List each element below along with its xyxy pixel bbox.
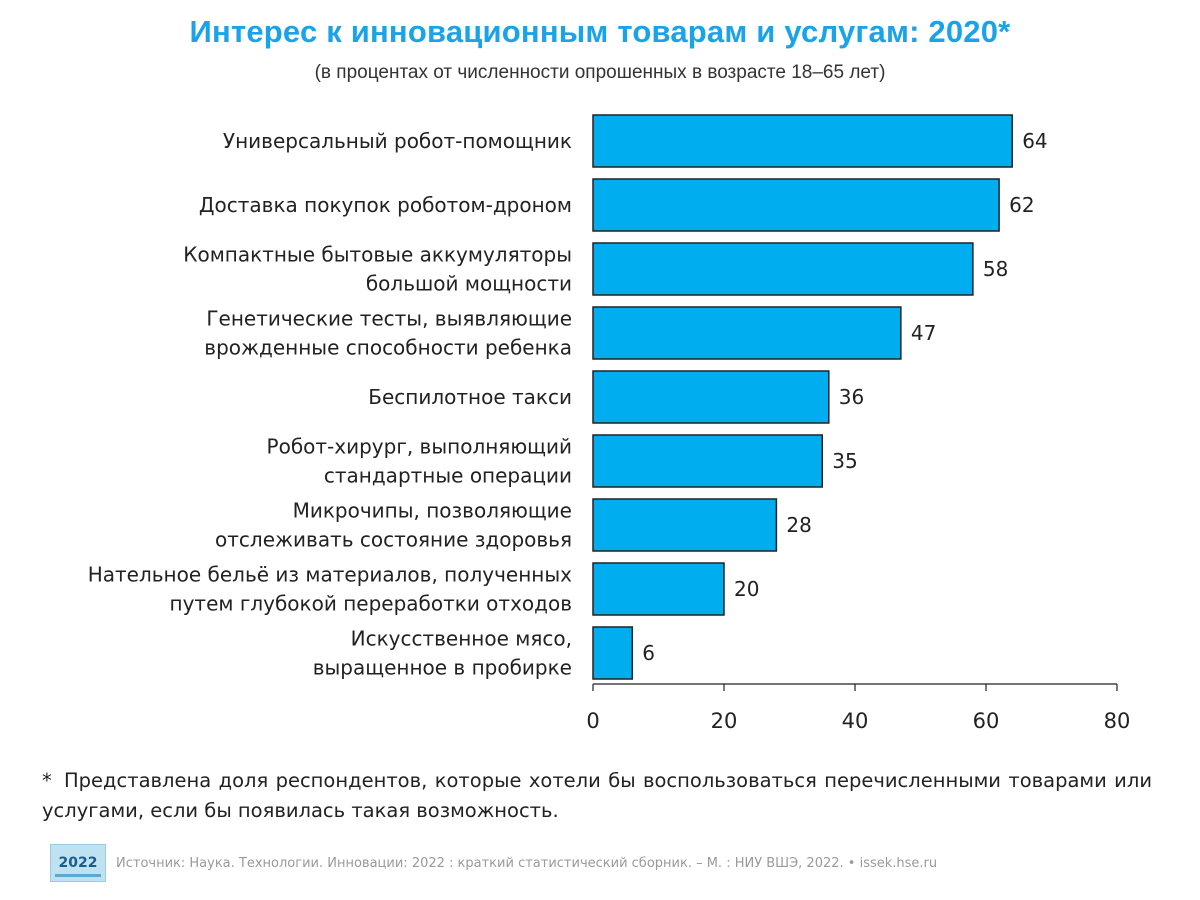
chart-title: Интерес к инновационным товарам и услуга… xyxy=(189,14,1011,49)
bar-4 xyxy=(592,306,902,360)
value-label-6: 35 xyxy=(832,449,857,473)
source-text: Источник: Наука. Технологии. Инновации: … xyxy=(116,855,938,871)
value-label-3: 58 xyxy=(983,257,1008,281)
category-label-7: Микрочипы, позволяющие отслеживать состоя… xyxy=(215,499,572,552)
bar-9 xyxy=(592,626,634,680)
x-tick-label-80: 80 xyxy=(1104,709,1131,733)
chart-subtitle: (в процентах от численности опрошенных в… xyxy=(314,62,886,83)
bar-7 xyxy=(592,498,778,552)
bar-5 xyxy=(592,370,830,424)
category-label-6: Робот-хирург, выполняющий стандартные опе… xyxy=(267,435,572,488)
x-tick-label-0: 0 xyxy=(586,709,599,733)
publication-logo: 2022 xyxy=(50,844,106,882)
footnote: * Представлена доля респондентов, которые… xyxy=(42,766,1152,826)
x-tick-label-40: 40 xyxy=(842,709,869,733)
value-label-5: 36 xyxy=(839,385,864,409)
value-label-4: 47 xyxy=(911,321,936,345)
value-label-7: 28 xyxy=(786,513,811,537)
bar-1 xyxy=(592,114,1013,168)
bar-6 xyxy=(592,434,823,488)
bar-2 xyxy=(592,178,1000,232)
value-label-1: 64 xyxy=(1022,129,1047,153)
category-label-4: Генетические тесты, выявляющие врожденные… xyxy=(204,307,572,360)
category-label-3: Компактные бытовые аккумуляторы большой м… xyxy=(183,243,572,296)
value-label-2: 62 xyxy=(1009,193,1034,217)
category-label-1: Универсальный робот-помощник xyxy=(223,129,572,153)
source-row: 2022 Источник: Наука. Технологии. Иннова… xyxy=(50,842,937,884)
value-label-9: 6 xyxy=(642,641,655,665)
footnote-marker: * xyxy=(42,769,52,792)
value-label-8: 20 xyxy=(734,577,759,601)
footnote-text: Представлена доля респондентов, которые … xyxy=(42,769,1152,822)
category-label-5: Беспилотное такси xyxy=(368,385,572,409)
category-label-9: Искусственное мясо, выращенное в пробирке xyxy=(313,627,572,680)
x-tick-label-20: 20 xyxy=(711,709,738,733)
bar-chart: 64 Универсальный робот-помощник 62 Доставка… xyxy=(88,114,1131,733)
category-label-8: Нательное бельё из материалов, полученны… xyxy=(88,563,572,616)
x-tick-label-60: 60 xyxy=(973,709,1000,733)
bar-8 xyxy=(592,562,725,616)
category-label-2: Доставка покупок роботом-дроном xyxy=(199,193,572,217)
bar-3 xyxy=(592,242,974,296)
